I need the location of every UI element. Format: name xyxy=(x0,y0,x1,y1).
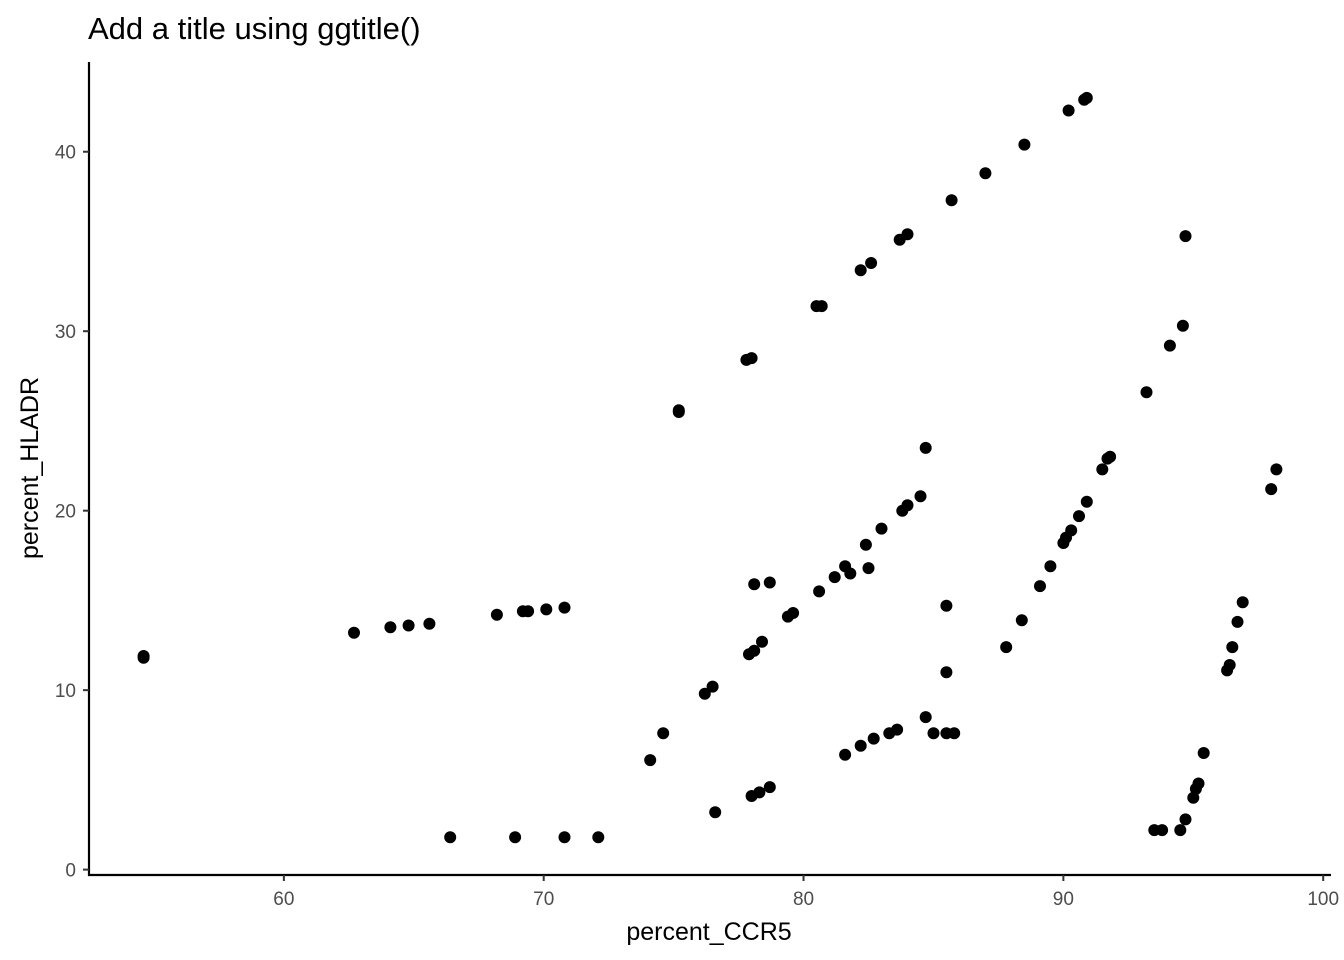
data-point-3 xyxy=(384,621,397,634)
data-point-98 xyxy=(1270,463,1283,476)
data-point-54 xyxy=(901,499,914,512)
data-point-25 xyxy=(748,644,761,657)
y-tick-label-10: 10 xyxy=(55,681,76,702)
data-point-79 xyxy=(1104,450,1117,463)
data-point-66 xyxy=(940,666,953,679)
data-point-70 xyxy=(1034,580,1046,593)
data-point-57 xyxy=(839,748,852,761)
x-tick-label-90: 90 xyxy=(1053,889,1074,910)
x-tick-label-80: 80 xyxy=(793,889,814,910)
data-point-90 xyxy=(1192,777,1205,790)
chart-title: Add a title using ggtitle() xyxy=(88,11,421,46)
data-point-4 xyxy=(402,619,415,632)
data-point-15 xyxy=(644,754,657,767)
data-point-52 xyxy=(1080,91,1093,104)
data-point-2 xyxy=(348,626,360,639)
data-point-35 xyxy=(828,571,841,584)
data-point-71 xyxy=(1044,560,1057,573)
data-point-61 xyxy=(891,723,904,736)
data-point-63 xyxy=(927,727,940,740)
x-axis-title: percent_CCR5 xyxy=(626,918,791,946)
data-point-80 xyxy=(1140,386,1153,399)
data-point-43 xyxy=(854,264,867,277)
y-tick-label-0: 0 xyxy=(65,861,76,882)
data-point-23 xyxy=(745,352,758,365)
y-axis-ticks: 0 10 20 30 40 xyxy=(55,143,89,882)
data-point-85 xyxy=(1156,824,1169,837)
data-point-6 xyxy=(490,608,503,621)
data-point-13 xyxy=(558,831,571,844)
data-point-82 xyxy=(1176,319,1189,332)
data-point-40 xyxy=(875,522,888,535)
data-point-42 xyxy=(815,300,828,313)
data-point-94 xyxy=(1226,641,1239,654)
data-point-62 xyxy=(919,711,932,724)
data-point-74 xyxy=(1065,524,1078,537)
data-point-67 xyxy=(940,599,953,612)
data-point-56 xyxy=(919,441,932,454)
data-point-58 xyxy=(854,739,867,752)
data-point-8 xyxy=(522,605,535,618)
data-point-76 xyxy=(1080,495,1093,508)
data-point-86 xyxy=(1174,824,1187,837)
data-point-33 xyxy=(787,607,800,619)
data-point-55 xyxy=(914,490,927,503)
data-point-91 xyxy=(1197,747,1210,759)
data-point-38 xyxy=(859,538,872,551)
y-axis-title: percent_HLADR xyxy=(16,377,44,559)
data-point-18 xyxy=(706,680,719,693)
x-tick-label-70: 70 xyxy=(533,889,554,910)
data-point-83 xyxy=(1179,230,1192,243)
data-point-26 xyxy=(756,635,768,648)
data-point-93 xyxy=(1223,659,1236,671)
data-point-37 xyxy=(844,567,857,580)
data-point-48 xyxy=(979,167,992,180)
data-point-30 xyxy=(753,786,766,799)
data-point-27 xyxy=(748,578,761,591)
data-point-34 xyxy=(813,585,826,598)
data-point-81 xyxy=(1163,339,1176,352)
data-point-97 xyxy=(1265,483,1278,496)
data-point-68 xyxy=(1000,641,1013,654)
data-point-10 xyxy=(558,601,571,614)
x-tick-label-100: 100 xyxy=(1307,889,1339,910)
data-point-87 xyxy=(1179,813,1192,826)
data-point-59 xyxy=(867,732,880,745)
y-tick-label-40: 40 xyxy=(55,143,76,164)
data-point-1 xyxy=(137,650,150,662)
data-point-50 xyxy=(1062,104,1075,117)
data-point-65 xyxy=(948,727,961,740)
x-tick-label-60: 60 xyxy=(273,889,294,910)
data-point-19 xyxy=(709,806,722,819)
data-point-11 xyxy=(444,831,457,844)
y-tick-label-30: 30 xyxy=(55,322,76,343)
data-point-46 xyxy=(901,228,914,241)
data-point-5 xyxy=(423,617,436,630)
data-point-12 xyxy=(509,831,522,844)
data-point-28 xyxy=(763,576,776,589)
data-point-39 xyxy=(862,562,875,575)
points-layer xyxy=(137,91,1283,844)
data-point-16 xyxy=(657,727,670,740)
x-axis-ticks: 60 70 80 90 100 xyxy=(273,875,1339,910)
data-point-44 xyxy=(865,257,878,269)
y-tick-label-20: 20 xyxy=(55,502,76,523)
data-point-75 xyxy=(1073,510,1085,523)
data-point-31 xyxy=(763,781,776,794)
data-point-49 xyxy=(1018,138,1031,151)
data-point-17 xyxy=(698,687,711,700)
data-point-9 xyxy=(540,603,553,616)
data-point-14 xyxy=(592,831,605,844)
data-point-95 xyxy=(1231,615,1244,628)
data-point-69 xyxy=(1015,614,1028,627)
data-point-96 xyxy=(1236,596,1249,609)
data-point-47 xyxy=(945,194,958,207)
data-point-77 xyxy=(1096,463,1109,476)
data-point-21 xyxy=(672,404,685,417)
